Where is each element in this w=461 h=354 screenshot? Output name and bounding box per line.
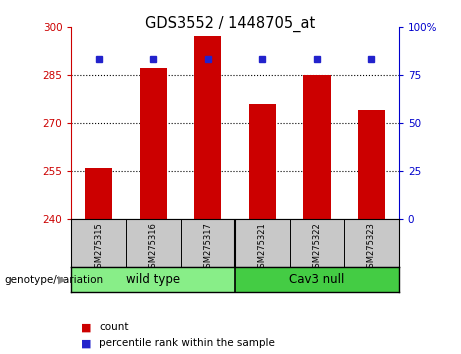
Text: count: count xyxy=(99,322,129,332)
Text: GSM275323: GSM275323 xyxy=(367,222,376,273)
Text: wild type: wild type xyxy=(126,273,180,286)
Bar xyxy=(194,36,221,219)
Text: Cav3 null: Cav3 null xyxy=(289,273,345,286)
Text: GSM275317: GSM275317 xyxy=(203,222,213,273)
Text: GSM275316: GSM275316 xyxy=(149,222,158,273)
Text: percentile rank within the sample: percentile rank within the sample xyxy=(99,338,275,348)
Bar xyxy=(358,110,385,219)
Text: ■: ■ xyxy=(81,338,91,348)
Text: ▶: ▶ xyxy=(58,275,66,285)
Text: genotype/variation: genotype/variation xyxy=(5,275,104,285)
Text: GSM275321: GSM275321 xyxy=(258,222,267,273)
Bar xyxy=(303,75,331,219)
Bar xyxy=(85,168,112,219)
Bar xyxy=(71,267,235,292)
Bar xyxy=(235,267,399,292)
Text: GSM275315: GSM275315 xyxy=(94,222,103,273)
Text: GDS3552 / 1448705_at: GDS3552 / 1448705_at xyxy=(145,16,316,32)
Bar xyxy=(140,68,167,219)
Bar xyxy=(249,104,276,219)
Text: GSM275322: GSM275322 xyxy=(313,222,321,273)
Text: ■: ■ xyxy=(81,322,91,332)
